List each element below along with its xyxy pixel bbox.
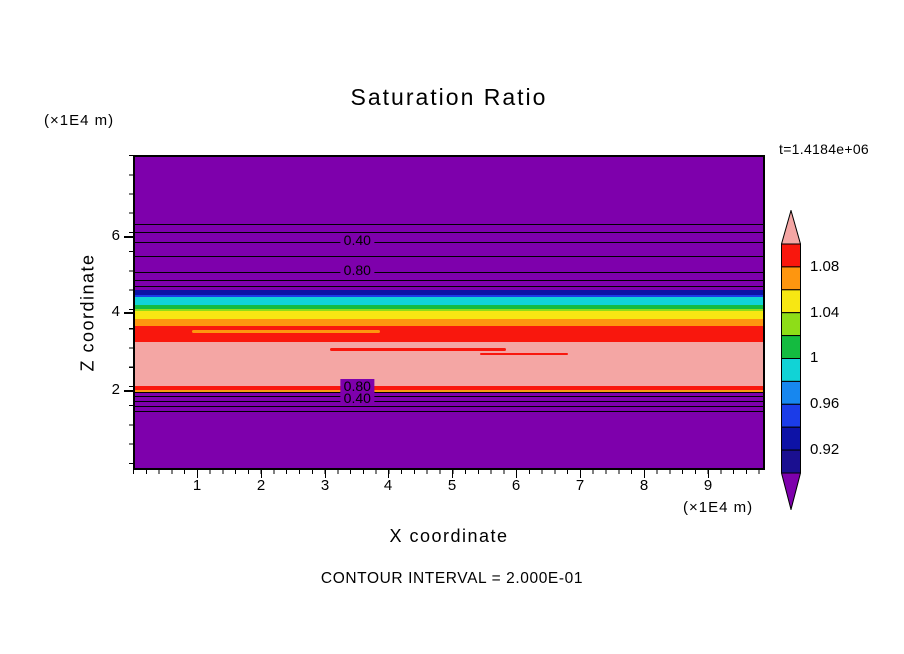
colorbar-tick-label: 1 [810,349,819,366]
contour-label-040-lower: 0.40 [340,391,374,406]
colorbar-segment [781,289,801,314]
colorbar-tick-label: 1.08 [810,258,840,275]
contour-line [135,256,763,257]
colorbar-segment [781,403,801,428]
colorbar-tick-label: 1.04 [810,304,840,321]
colorbar-scale [781,210,801,510]
colorbar-segment [781,449,801,474]
contour-line [135,286,763,287]
x-tick-label: 6 [511,477,521,494]
y-major-tick [124,312,133,314]
colorbar-segment [781,380,801,405]
page-title: Saturation Ratio [350,84,548,110]
colorbar-segment [781,312,801,337]
x-tick-label: 3 [320,477,330,494]
band-light-green [135,309,763,311]
y-axis-ticks [124,155,133,470]
colorbar-arrow-low [781,472,801,510]
contour-label-080-lower: 0.80 [340,379,374,394]
y-major-tick [124,390,133,392]
x-major-tick [644,470,645,478]
band-navy [135,290,763,295]
contour-line [135,396,763,397]
band-yellow [135,311,763,319]
orange-streak [191,330,380,333]
x-axis-ticks [133,470,765,479]
band-cyan [135,297,763,305]
x-major-tick [516,470,517,478]
x-tick-label: 4 [383,477,393,494]
colorbar-segment [781,358,801,382]
colorbar-segment [781,426,801,451]
x-tick-label: 7 [575,477,585,494]
band-red-lower [135,386,763,390]
x-major-tick [388,470,389,478]
contour-label-040-upper: 0.40 [340,233,374,248]
contour-line [135,280,763,281]
contour-label-080-upper: 0.80 [340,263,374,278]
contour-line [135,224,763,225]
contour-line [135,392,763,393]
colorbar-segment [781,266,801,291]
y-major-tick [124,236,133,238]
x-major-tick [261,470,262,478]
time-annotation: t=1.4184e+06 [779,141,870,157]
x-minor-ticks [133,470,765,474]
x-axis-unit: (×1E4 m) [683,499,754,516]
band-orange [135,319,763,326]
contour-interval-note: CONTOUR INTERVAL = 2.000E-01 [320,570,584,587]
x-major-tick [708,470,709,478]
x-major-tick [580,470,581,478]
x-major-tick [197,470,198,478]
y-tick-label: 2 [111,381,120,398]
x-axis-tick-labels: 1 2 3 4 5 6 7 8 9 [133,477,765,494]
contour-plot-canvas: 0.40 0.80 0.80 0.40 [133,155,765,470]
contour-line [135,401,763,402]
x-major-tick [452,470,453,478]
x-axis-title: X coordinate [389,526,509,546]
contour-line [135,272,763,273]
y-tick-label: 6 [111,227,120,244]
band-blue [135,295,763,297]
contour-line [135,242,763,243]
x-tick-label: 2 [256,477,266,494]
band-orange-lower [135,390,763,393]
colorbar-arrow-high [781,210,801,245]
colorbar-tick-label: 0.96 [810,395,840,412]
colorbar: 1.08 1.04 1 0.96 0.92 [781,210,896,512]
y-axis-unit: (×1E4 m) [44,112,115,129]
band-red [135,326,763,342]
red-streak [480,353,569,355]
x-tick-label: 8 [639,477,649,494]
x-tick-label: 1 [192,477,202,494]
x-tick-label: 5 [447,477,457,494]
red-streak [329,348,506,351]
x-tick-label: 9 [703,477,713,494]
y-tick-label: 4 [111,303,120,320]
band-green [135,305,763,309]
contour-line [135,232,763,233]
x-major-tick [325,470,326,478]
colorbar-segment [781,243,801,268]
colorbar-tick-label: 0.92 [810,441,840,458]
y-axis-tick-labels: 6 4 2 [96,155,120,470]
contour-line [135,406,763,407]
contour-line [135,411,763,412]
colorbar-segment [781,335,801,359]
